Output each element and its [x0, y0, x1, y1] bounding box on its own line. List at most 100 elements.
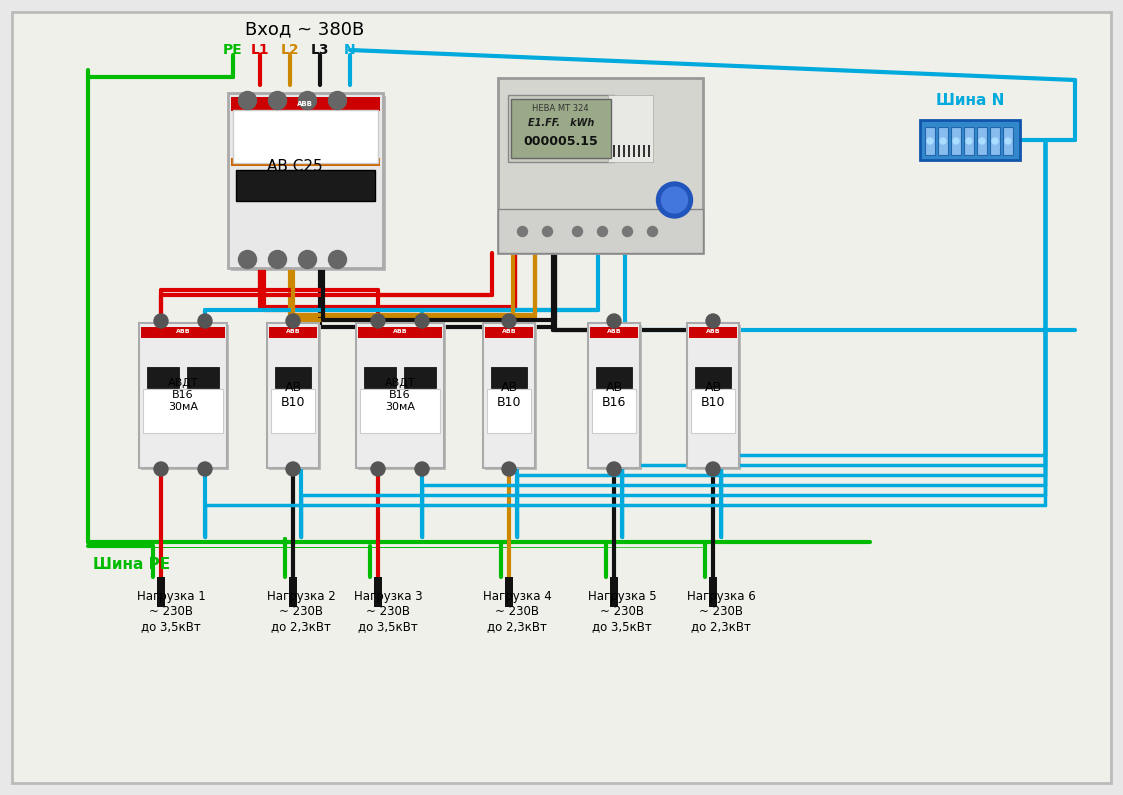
Bar — [289, 577, 296, 607]
Bar — [505, 577, 513, 607]
Circle shape — [238, 91, 256, 110]
Bar — [618, 145, 620, 157]
Circle shape — [198, 462, 212, 476]
Bar — [920, 120, 1020, 160]
Text: Нагрузка 4
~ 230В
до 2,3кВт: Нагрузка 4 ~ 230В до 2,3кВт — [483, 590, 551, 633]
Bar — [590, 324, 642, 470]
Text: Шина N: Шина N — [935, 93, 1004, 108]
Bar — [230, 96, 380, 111]
Bar — [358, 324, 446, 470]
Text: Нагрузка 6
~ 230В
до 2,3кВт: Нагрузка 6 ~ 230В до 2,3кВт — [686, 590, 756, 633]
Bar — [977, 127, 987, 155]
Bar — [404, 367, 436, 388]
Circle shape — [329, 91, 347, 110]
Bar — [690, 327, 737, 338]
Circle shape — [371, 314, 385, 328]
Bar — [374, 577, 382, 607]
Bar — [141, 327, 225, 338]
Bar — [275, 367, 311, 388]
Circle shape — [706, 462, 720, 476]
Bar — [964, 127, 974, 155]
Text: НЕВА МТ 324: НЕВА МТ 324 — [532, 104, 590, 113]
Circle shape — [573, 227, 583, 236]
Text: Вход ~ 380В: Вход ~ 380В — [245, 20, 365, 38]
Bar — [364, 367, 396, 388]
Bar — [230, 158, 380, 166]
Bar — [1003, 127, 1013, 155]
Circle shape — [154, 314, 168, 328]
Bar — [590, 327, 638, 338]
Bar — [188, 367, 219, 388]
Bar — [230, 95, 385, 270]
Bar — [141, 324, 229, 470]
Bar — [990, 127, 999, 155]
Text: Шина РЕ: Шина РЕ — [93, 557, 170, 572]
Circle shape — [154, 462, 168, 476]
Bar — [695, 367, 731, 388]
Bar — [497, 209, 703, 253]
Bar — [483, 323, 535, 467]
Text: ABB: ABB — [298, 100, 313, 107]
Bar — [485, 327, 533, 338]
Circle shape — [1005, 138, 1011, 144]
Bar — [358, 327, 442, 338]
Circle shape — [416, 462, 429, 476]
Text: АВ
В10: АВ В10 — [701, 381, 725, 409]
Circle shape — [608, 462, 621, 476]
Circle shape — [608, 314, 621, 328]
Bar — [356, 323, 444, 467]
Text: E1.FF.   kWh: E1.FF. kWh — [528, 118, 594, 128]
Bar — [643, 145, 646, 157]
Circle shape — [518, 227, 528, 236]
Bar — [951, 127, 961, 155]
Circle shape — [648, 227, 657, 236]
Circle shape — [502, 462, 515, 476]
Text: ABB: ABB — [705, 329, 720, 334]
Bar — [139, 323, 227, 467]
Circle shape — [502, 314, 515, 328]
Circle shape — [299, 250, 317, 269]
Bar — [596, 367, 632, 388]
Circle shape — [198, 314, 212, 328]
Bar — [709, 577, 716, 607]
Circle shape — [286, 314, 300, 328]
Bar — [270, 324, 321, 470]
Circle shape — [416, 314, 429, 328]
Text: 000005.15: 000005.15 — [523, 135, 599, 148]
Bar — [628, 145, 630, 157]
Circle shape — [992, 138, 998, 144]
Bar — [648, 145, 650, 157]
Bar — [157, 577, 165, 607]
Bar — [228, 92, 383, 267]
Text: АВ
В16: АВ В16 — [602, 381, 627, 409]
Circle shape — [286, 462, 300, 476]
Text: АВ
В10: АВ В10 — [281, 381, 305, 409]
Bar — [147, 367, 179, 388]
Bar — [691, 390, 734, 432]
Text: АВ
В10: АВ В10 — [496, 381, 521, 409]
Bar — [588, 323, 640, 467]
Bar — [270, 327, 317, 338]
Circle shape — [657, 182, 693, 218]
Circle shape — [966, 138, 973, 144]
Circle shape — [597, 227, 608, 236]
Circle shape — [329, 250, 347, 269]
Circle shape — [979, 138, 985, 144]
Text: L3: L3 — [311, 43, 329, 57]
Circle shape — [268, 91, 286, 110]
Bar — [592, 390, 636, 432]
Bar — [633, 145, 636, 157]
Text: АВ С25: АВ С25 — [267, 158, 322, 173]
Bar — [609, 95, 654, 161]
Circle shape — [371, 462, 385, 476]
Circle shape — [926, 138, 933, 144]
Text: ABB: ABB — [285, 329, 300, 334]
Text: L2: L2 — [281, 43, 300, 57]
Bar — [925, 127, 935, 155]
Bar — [511, 99, 611, 157]
Circle shape — [238, 250, 256, 269]
Text: ABB: ABB — [502, 329, 517, 334]
Text: АВДТ
В16
30мА: АВДТ В16 30мА — [385, 378, 416, 412]
Text: АВДТ
В16
30мА: АВДТ В16 30мА — [167, 378, 199, 412]
Bar — [508, 95, 614, 161]
